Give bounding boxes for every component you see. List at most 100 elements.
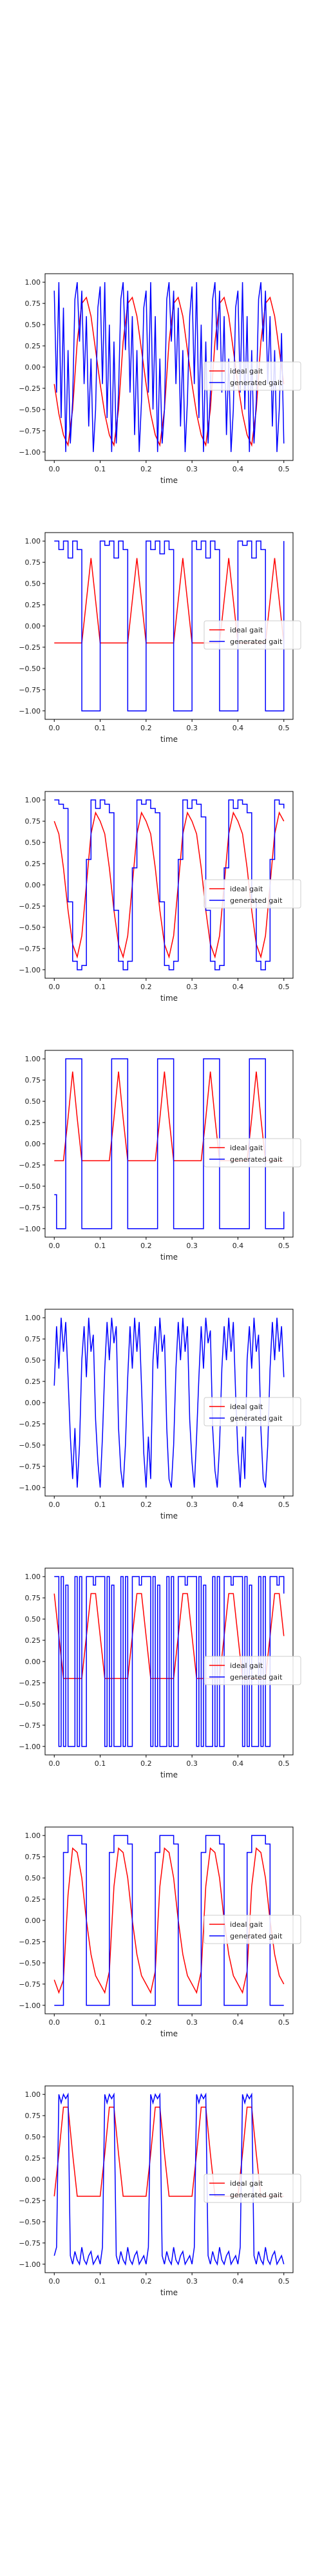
legend: ideal gait generated gait <box>204 1656 301 1685</box>
x-tick-label: 0.2 <box>140 1501 152 1509</box>
x-tick-label: 0.4 <box>232 1759 244 1768</box>
y-tick-label: −1.00 <box>19 1484 41 1492</box>
y-tick-label: −0.25 <box>19 1679 41 1687</box>
y-tick-label: 0.25 <box>25 1378 41 1386</box>
legend-label: ideal gait <box>230 367 263 375</box>
y-tick-label: −0.50 <box>19 923 41 932</box>
chart-panel-1: 0.0 0.1 0.2 0.3 0.4 0.5 1.00 0.75 0.50 0.25 0.00 −0… <box>19 274 301 485</box>
x-tick-label: 0.5 <box>278 1759 290 1768</box>
y-tick-label: 0.00 <box>25 1658 41 1666</box>
y-tick-label: 0.75 <box>25 2112 41 2120</box>
legend: ideal gait generated gait <box>204 2174 301 2202</box>
x-axis-label: time <box>160 476 178 485</box>
legend-label: generated gait <box>230 1932 283 1940</box>
y-tick-label: 1.00 <box>25 278 41 287</box>
y-tick-label: 0.25 <box>25 1895 41 1904</box>
x-tick-label: 0.3 <box>186 1242 198 1250</box>
x-tick-label: 0.1 <box>95 1242 106 1250</box>
x-tick-label: 0.3 <box>186 983 198 991</box>
x-tick-label: 0.3 <box>186 1501 198 1509</box>
y-tick-label: −1.00 <box>19 448 41 457</box>
x-tick-label: 0.4 <box>232 983 244 991</box>
y-tick-label: −0.50 <box>19 1441 41 1450</box>
x-tick-label: 0.0 <box>49 1501 61 1509</box>
x-tick-label: 0.1 <box>95 465 106 473</box>
y-tick-label: −0.75 <box>19 1463 41 1471</box>
x-tick-label: 0.0 <box>49 1759 61 1768</box>
y-tick-label: 0.75 <box>25 299 41 308</box>
x-tick-label: 0.0 <box>49 2277 61 2286</box>
x-tick-label: 0.1 <box>95 1759 106 1768</box>
y-tick-label: 0.25 <box>25 2154 41 2163</box>
y-tick-label: 0.25 <box>25 342 41 350</box>
x-tick-label: 0.0 <box>49 465 61 473</box>
y-tick-label: 0.00 <box>25 881 41 889</box>
y-tick-label: −0.75 <box>19 945 41 953</box>
chart-panel-6: 0.0 0.1 0.2 0.3 0.4 0.5 1.00 0.75 0.50 0.25 0.00 −0… <box>19 1568 301 1779</box>
legend-label: generated gait <box>230 379 283 387</box>
x-axis-label: time <box>160 1770 178 1779</box>
y-tick-label: 0.00 <box>25 1140 41 1148</box>
y-tick-label: 0.00 <box>25 2175 41 2184</box>
chart-panel-5: 0.0 0.1 0.2 0.3 0.4 0.51.000.750.500.250.00−0… <box>19 1309 301 1520</box>
x-tick-label: 0.2 <box>140 465 152 473</box>
y-tick-label: −0.50 <box>19 1182 41 1191</box>
y-tick-label: 0.75 <box>25 1853 41 1861</box>
y-tick-label: −1.00 <box>19 1743 41 1751</box>
y-tick-label: 0.50 <box>25 321 41 329</box>
x-tick-label: 0.3 <box>186 2277 198 2286</box>
x-tick-label: 0.5 <box>278 724 290 732</box>
y-tick-label: −0.50 <box>19 1959 41 1967</box>
y-tick-label: 0.50 <box>25 1097 41 1106</box>
y-tick-label: −0.25 <box>19 643 41 652</box>
x-tick-label: 0.3 <box>186 724 198 732</box>
y-tick-label: −0.50 <box>19 2218 41 2226</box>
y-tick-label: −0.25 <box>19 1161 41 1170</box>
x-tick-label: 0.2 <box>140 724 152 732</box>
y-tick-label: 0.50 <box>25 580 41 588</box>
x-tick-label: 0.3 <box>186 465 198 473</box>
y-tick-label: −0.25 <box>19 1420 41 1428</box>
y-tick-label: 0.50 <box>25 1615 41 1624</box>
x-tick-label: 0.4 <box>232 1242 244 1250</box>
x-tick-label: 0.1 <box>95 1501 106 1509</box>
x-axis-label: time <box>160 2288 178 2297</box>
y-tick-label: 0.25 <box>25 860 41 868</box>
legend-label: generated gait <box>230 1673 283 1681</box>
y-tick-label: −0.25 <box>19 902 41 911</box>
legend-label: ideal gait <box>230 1144 263 1152</box>
y-tick-label: −0.75 <box>19 1204 41 1212</box>
y-tick-label: 0.25 <box>25 1119 41 1127</box>
x-tick-label: 0.5 <box>278 1242 290 1250</box>
x-tick-label: 0.2 <box>140 1759 152 1768</box>
y-tick-label: 0.75 <box>25 1076 41 1084</box>
x-tick-label: 0.3 <box>186 2018 198 2027</box>
x-tick-label: 0.4 <box>232 1501 244 1509</box>
x-axis-label: time <box>160 1253 178 1262</box>
y-tick-label: −0.50 <box>19 665 41 673</box>
x-tick-label: 0.4 <box>232 465 244 473</box>
y-tick-label: 0.00 <box>25 622 41 630</box>
legend-label: ideal gait <box>230 1662 263 1670</box>
y-tick-label: −0.75 <box>19 686 41 694</box>
x-axis-label: time <box>160 735 178 744</box>
x-tick-label: 0.1 <box>95 724 106 732</box>
x-tick-label: 0.2 <box>140 2018 152 2027</box>
y-tick-label: −0.75 <box>19 2239 41 2248</box>
y-tick-label: −0.75 <box>19 1721 41 1730</box>
legend: ideal gait generated gait <box>204 1397 301 1426</box>
y-tick-label: −0.75 <box>19 1980 41 1989</box>
x-tick-label: 0.0 <box>49 2018 61 2027</box>
x-tick-label: 0.1 <box>95 2277 106 2286</box>
x-tick-label: 0.1 <box>95 983 106 991</box>
x-tick-label: 0.4 <box>232 2277 244 2286</box>
y-tick-label: −1.00 <box>19 1225 41 1233</box>
legend-label: generated gait <box>230 1155 283 1164</box>
y-tick-label: −0.25 <box>19 384 41 393</box>
legend-label: generated gait <box>230 638 283 646</box>
y-tick-label: −1.00 <box>19 2002 41 2010</box>
y-tick-label: −1.00 <box>19 707 41 715</box>
y-tick-label: −1.00 <box>19 966 41 974</box>
x-tick-label: 0.1 <box>95 2018 106 2027</box>
